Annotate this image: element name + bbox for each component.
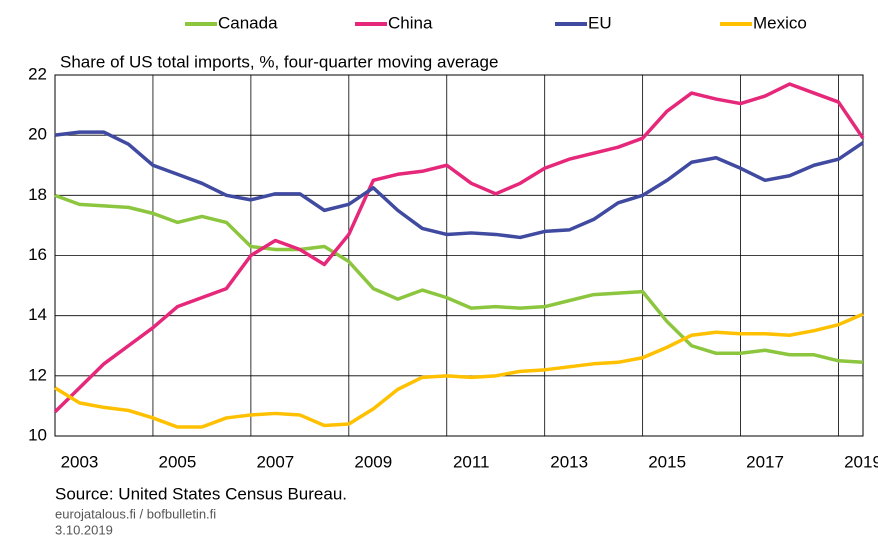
y-tick-label: 10 <box>28 425 47 444</box>
legend-label: Canada <box>218 13 278 32</box>
x-tick-label: 2011 <box>453 452 490 471</box>
x-tick-label: 2005 <box>159 452 197 471</box>
date: 3.10.2019 <box>55 522 113 537</box>
chart-subtitle: Share of US total imports, %, four-quart… <box>60 52 498 71</box>
y-tick-label: 22 <box>28 64 47 83</box>
x-tick-label: 2009 <box>354 452 392 471</box>
site: eurojatalous.fi / bofbulletin.fi <box>55 506 216 521</box>
series-line <box>53 82 865 414</box>
series-line <box>54 130 864 240</box>
legend-label: EU <box>588 13 612 32</box>
source: Source: United States Census Bureau. <box>55 484 347 503</box>
x-tick-label: 2007 <box>256 452 294 471</box>
y-tick-label: 12 <box>28 365 47 384</box>
y-tick-label: 14 <box>28 305 47 324</box>
x-tick-label: 2015 <box>648 452 686 471</box>
series-line <box>54 312 864 429</box>
x-tick-label: 2003 <box>61 452 99 471</box>
y-tick-label: 20 <box>28 125 47 144</box>
x-tick-label: 2019 <box>844 452 878 471</box>
series-line <box>54 193 864 365</box>
y-tick-label: 18 <box>28 185 47 204</box>
legend-label: China <box>388 13 433 32</box>
x-tick-label: 2013 <box>550 452 588 471</box>
y-tick-label: 16 <box>28 245 47 264</box>
legend-label: Mexico <box>753 13 807 32</box>
x-tick-label: 2017 <box>746 452 784 471</box>
plot-frame <box>54 74 864 437</box>
